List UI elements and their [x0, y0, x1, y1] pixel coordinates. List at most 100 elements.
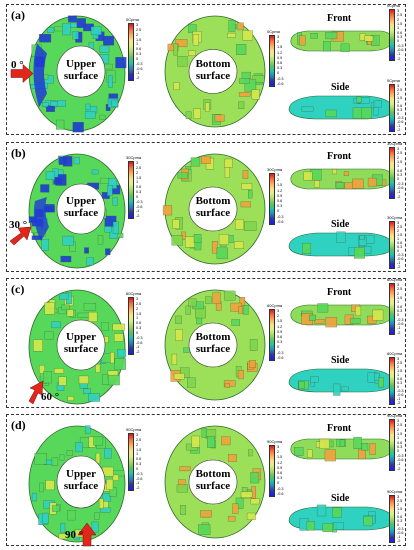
- bottom-colorbar-tick: 0.9: [277, 465, 283, 470]
- upper-colorbar-tick: 0.6: [136, 457, 142, 462]
- side-colorbar-tick: -1: [397, 261, 401, 265]
- upper-colorbar-tick: 1.5: [136, 37, 142, 42]
- upper-colorbar-tick: -2: [136, 76, 140, 81]
- panel-label: (d): [11, 418, 26, 432]
- front-colorbar-tick: 0.6: [397, 168, 403, 173]
- front-colorbar-tick: 0: [397, 449, 400, 454]
- side-colorbar-tick: 2: [397, 229, 400, 233]
- front-colorbar-tick: -1: [397, 190, 401, 195]
- front-colorbar-tick: 2: [397, 291, 400, 296]
- side-colorbar-tick: -1: [397, 535, 401, 539]
- front-colorbar-tick: 1.5: [397, 432, 403, 436]
- bottom-colorbar-tick: 0: [277, 345, 280, 350]
- side-colorbar-title: 30Cpma: [387, 215, 403, 220]
- bottom-colorbar-tick: -0.6: [277, 81, 284, 86]
- front-colorbar-tick: 3: [397, 147, 400, 151]
- angle-label: 60 °: [41, 391, 60, 403]
- bottom-colorbar-tick: -0.6: [277, 355, 284, 360]
- bottom-colorbar-tick: 0.6: [277, 61, 283, 65]
- upper-colorbar-tick: 0.6: [136, 47, 142, 52]
- side-colorbar-tick: 0.3: [397, 381, 403, 385]
- upper-colorbar-tick: 2.5: [136, 301, 142, 306]
- bottom-colorbar-tick: 2: [277, 450, 280, 455]
- upper-colorbar-tick: 3: [136, 23, 139, 27]
- front-colorbar-tick: -0.6: [397, 186, 404, 190]
- upper-colorbar-tick: -0.3: [136, 471, 143, 476]
- side-colorbar-tick: -1: [397, 124, 401, 128]
- front-colorbar-title: 90Cpma: [387, 413, 403, 418]
- angle-label: 30 °: [9, 219, 28, 231]
- side-colorbar-tick: 3: [397, 357, 400, 361]
- front-label: Front: [327, 13, 352, 24]
- front-colorbar-tick: 3: [397, 283, 400, 287]
- angle-label: 0 °: [11, 58, 24, 71]
- side-label: Side: [331, 82, 350, 93]
- front-colorbar-tick: 1: [397, 164, 400, 169]
- bottom-colorbar-tick: 1.5: [277, 183, 283, 188]
- side-colorbar-tick: -0.6: [397, 393, 404, 397]
- upper-colorbar-tick: 0.6: [136, 321, 142, 326]
- upper-colorbar-tick: -2: [136, 350, 140, 355]
- upper-surface-label: Upper surface: [63, 195, 99, 219]
- side-colorbar-tick: 1.5: [397, 369, 403, 373]
- side-colorbar-tick: 0.6: [397, 104, 403, 108]
- side-colorbar-tick: 0: [397, 249, 400, 253]
- wind-direction-arrow: [9, 226, 32, 246]
- angle-label: 90 °: [65, 529, 84, 541]
- front-colorbar-title: 0Cpma: [387, 3, 400, 8]
- side-colorbar-title: 0Cpma: [387, 78, 400, 83]
- wind-direction-arrow: [77, 522, 97, 547]
- upper-colorbar: [128, 297, 134, 355]
- side-colorbar-tick: -0.3: [397, 389, 404, 393]
- front-colorbar-tick: 2.5: [397, 423, 403, 428]
- panel-b: (b) 30 ° Upper surface Bottom surface Front S…: [6, 141, 406, 272]
- upper-colorbar-tick: 1.5: [136, 447, 142, 452]
- side-colorbar: [389, 357, 395, 405]
- front-label: Front: [327, 287, 352, 298]
- panel-a: (a) 0 ° Upper surface Bottom surface Front Si…: [6, 3, 406, 135]
- bottom-colorbar-title: 30Cpma: [267, 167, 283, 172]
- front-colorbar-tick: 0: [397, 313, 400, 318]
- side-colorbar-tick: -1: [397, 397, 401, 401]
- side-colorbar-tick: 0.3: [397, 108, 403, 112]
- front-colorbar-tick: -2: [397, 330, 401, 335]
- upper-colorbar-tick: -1: [136, 209, 140, 214]
- bottom-colorbar-tick: 3: [277, 445, 280, 449]
- bottom-colorbar-tick: -0.6: [277, 219, 284, 224]
- upper-colorbar-tick: 2: [136, 32, 139, 37]
- upper-colorbar-tick: 0: [136, 330, 139, 335]
- upper-colorbar-tick: 0: [136, 466, 139, 471]
- upper-surface-label: Upper surface: [63, 468, 99, 492]
- wind-direction-arrow: [28, 380, 44, 405]
- side-colorbar-title: 60Cpma: [387, 351, 403, 356]
- front-colorbar-tick: -1: [397, 462, 401, 467]
- side-colorbar-tick: -0.6: [397, 120, 404, 124]
- front-colorbar-tick: -2: [397, 194, 401, 199]
- front-colorbar-tick: 0.3: [397, 445, 403, 449]
- side-colorbar: [389, 84, 395, 132]
- bottom-colorbar-tick: -0.3: [277, 214, 284, 219]
- panel-label: (b): [11, 146, 26, 160]
- side-colorbar-tick: 1: [397, 373, 400, 377]
- upper-colorbar-title: 60Cpma: [126, 291, 142, 296]
- bottom-colorbar-tick: 0.6: [277, 471, 283, 475]
- side-colorbar-tick: -2: [397, 265, 401, 269]
- front-colorbar-tick: -1: [397, 326, 401, 331]
- bottom-colorbar-tick: 0.9: [277, 193, 283, 198]
- bottom-colorbar-tick: 2: [277, 178, 280, 183]
- bottom-colorbar-tick: 0.6: [277, 335, 283, 339]
- bottom-colorbar: [269, 173, 275, 225]
- upper-colorbar-tick: -0.6: [136, 340, 143, 345]
- front-colorbar-tick: 0.3: [397, 309, 403, 313]
- bottom-colorbar-tick: 1.2: [277, 324, 283, 329]
- front-colorbar: [389, 9, 395, 61]
- side-colorbar-tick: -2: [397, 128, 401, 132]
- front-colorbar-tick: -0.3: [397, 43, 404, 48]
- front-colorbar-tick: 1: [397, 26, 400, 31]
- side-colorbar-tick: 2.5: [397, 225, 403, 229]
- side-colorbar-tick: 2: [397, 365, 400, 369]
- upper-colorbar-tick: -2: [136, 214, 140, 219]
- side-colorbar: [389, 221, 395, 269]
- upper-colorbar: [128, 433, 134, 491]
- upper-colorbar-tick: -0.3: [136, 199, 143, 204]
